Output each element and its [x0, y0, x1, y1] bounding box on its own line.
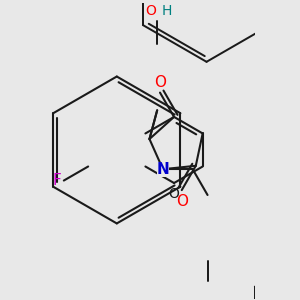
Text: O: O [145, 4, 156, 18]
Text: F: F [52, 173, 61, 188]
Text: O: O [169, 188, 179, 201]
Text: H: H [162, 4, 172, 18]
Text: O: O [176, 194, 188, 209]
Text: O: O [154, 75, 166, 90]
Text: N: N [157, 162, 169, 177]
